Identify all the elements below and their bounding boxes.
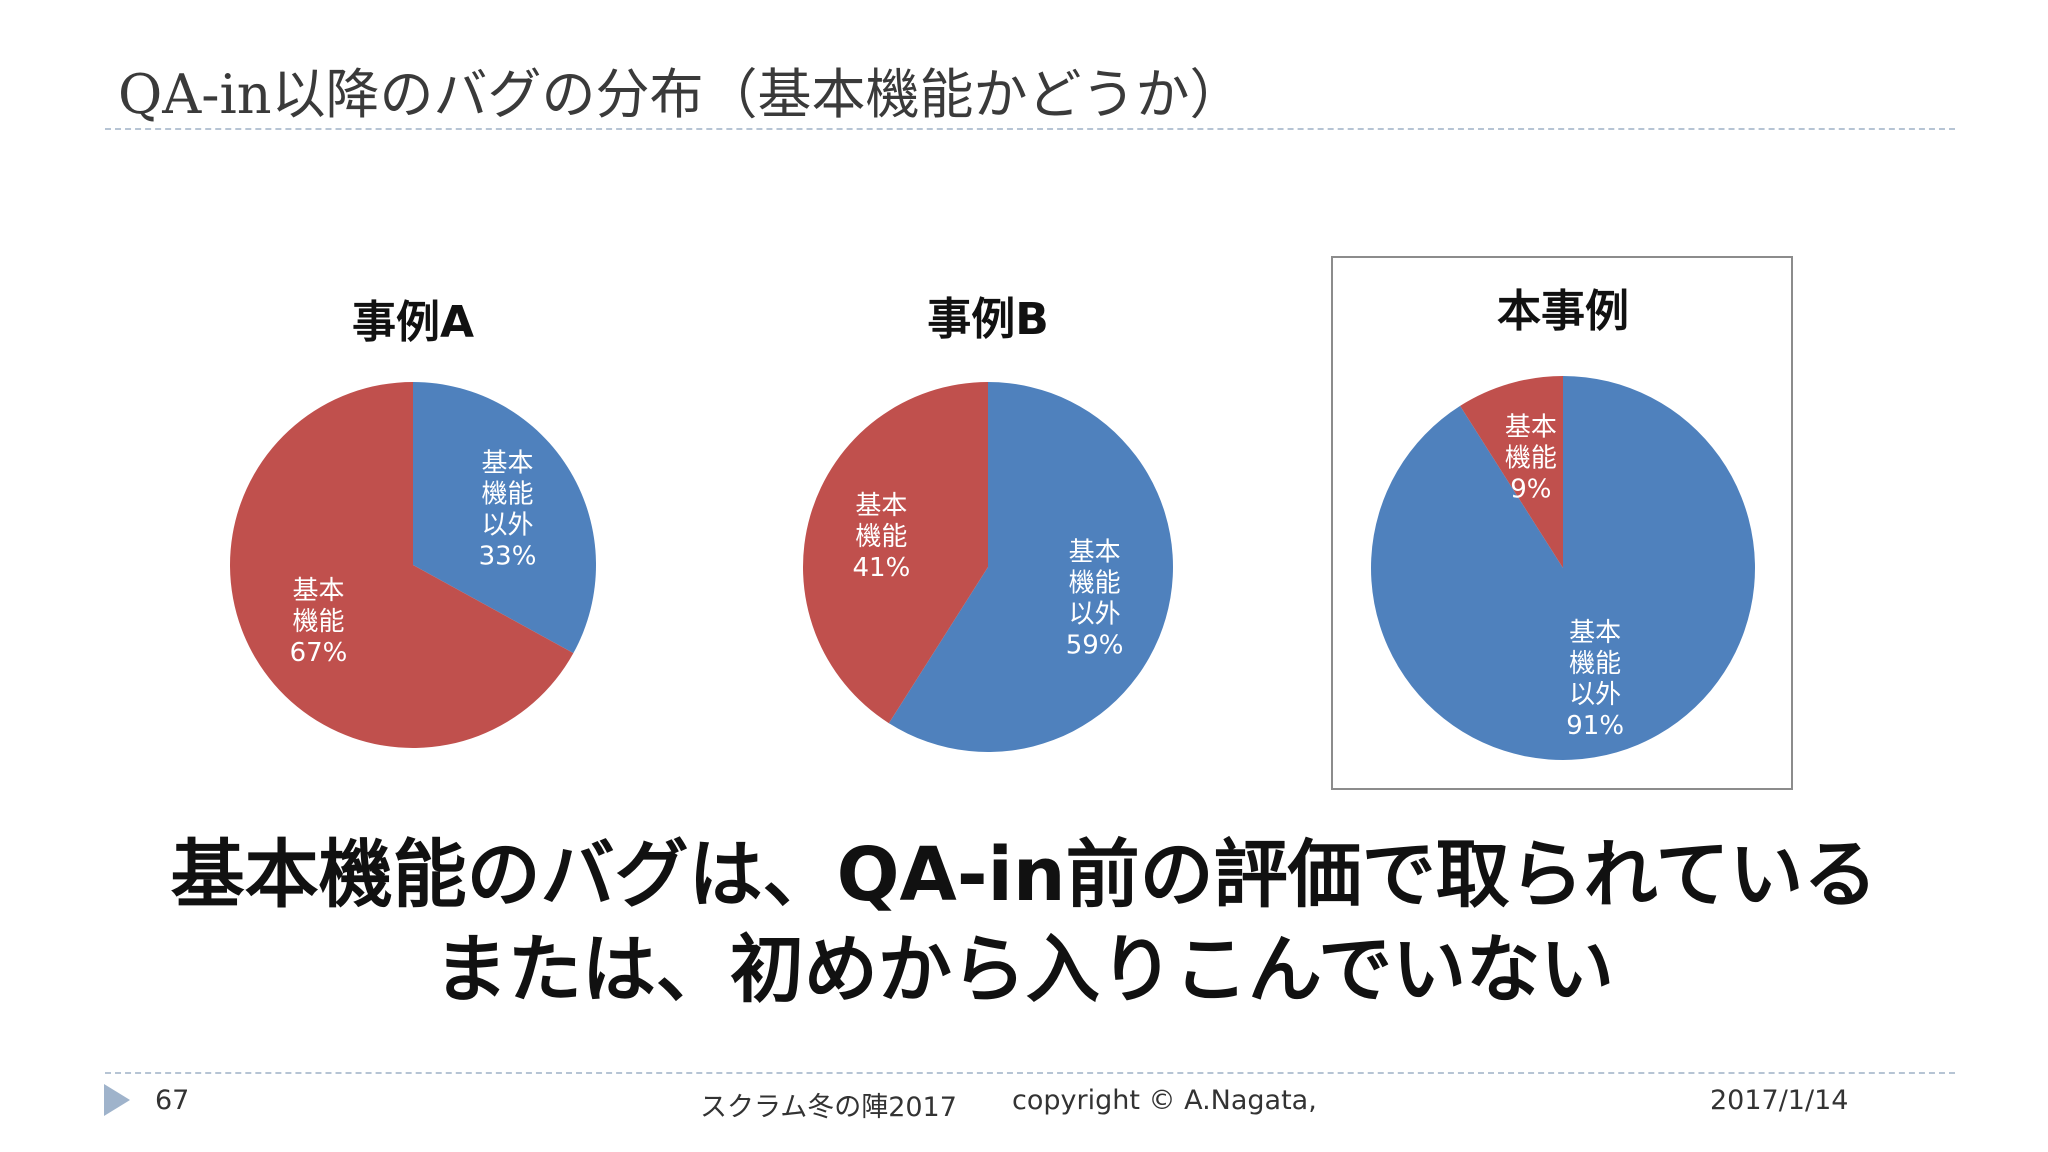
slice-label-0-1: 基本機能 67% — [290, 576, 348, 668]
chart-title-case-a: 事例A — [352, 297, 474, 348]
slice-label-2-0: 基本機能以外 91% — [1566, 618, 1624, 741]
title-divider — [105, 128, 1955, 130]
chart-title-this-case: 本事例 — [1497, 286, 1629, 337]
pie-slice-2-1 — [1460, 376, 1563, 568]
footer-divider — [105, 1072, 1955, 1074]
conclusion-line-2: または、初めから入りこんでいない — [433, 927, 1615, 1013]
chart-title-case-b: 事例B — [927, 294, 1049, 345]
conclusion-line-1: 基本機能のバグは、QA-in前の評価で取られている — [170, 832, 1878, 918]
triangle-bullet-icon — [104, 1084, 130, 1116]
highlight-frame — [1331, 256, 1793, 790]
slice-label-0-0: 基本機能以外 33% — [479, 449, 537, 572]
pie-chart-case-b: 基本機能以外 59% 基本機能 41% 事例B — [802, 294, 1173, 752]
copyright-notice: copyright © A.Nagata, — [1012, 1085, 1317, 1116]
event-name: スクラム冬の陣2017 — [700, 1092, 957, 1123]
slide-title: QA-in以降のバグの分布（基本機能かどうか） — [118, 63, 1244, 126]
pie-slice-0-1 — [230, 382, 574, 749]
pie-slice-0-0 — [413, 382, 597, 654]
pie-slice-1-1 — [802, 382, 988, 724]
pie-chart-case-a: 基本機能以外 33% 基本機能 67% 事例A — [230, 297, 597, 749]
pie-chart-this-case: 基本機能以外 91% 基本機能 9% 本事例 — [1371, 286, 1755, 760]
pie-slice-1-0 — [888, 382, 1173, 752]
slice-label-1-1: 基本機能 41% — [853, 491, 911, 583]
slice-label-1-0: 基本機能以外 59% — [1066, 537, 1124, 660]
slide-date: 2017/1/14 — [1710, 1085, 1849, 1116]
page-number: 67 — [155, 1085, 190, 1116]
slice-label-2-1: 基本機能 9% — [1505, 412, 1557, 504]
